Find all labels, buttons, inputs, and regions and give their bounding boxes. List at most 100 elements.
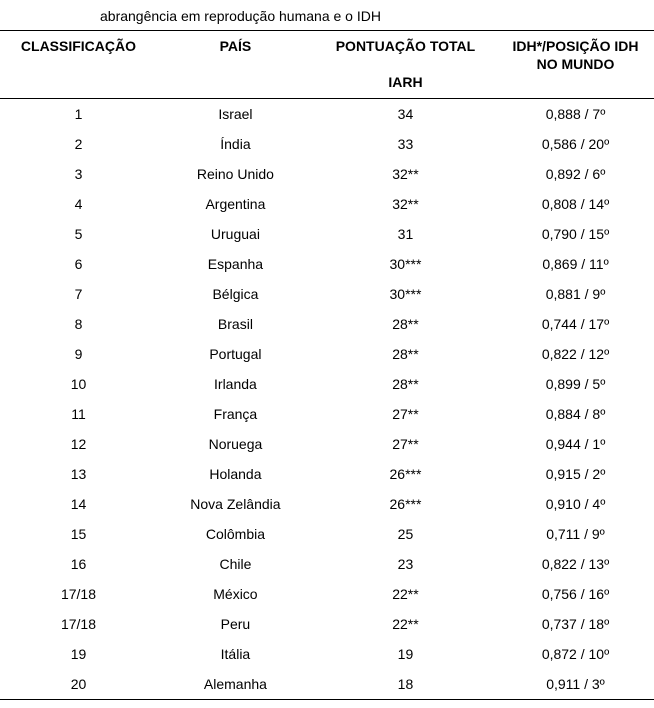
table-cell: 0,881 / 9º [497, 279, 654, 309]
table-cell: 19 [314, 639, 497, 669]
table-row: 11França27**0,884 / 8º [0, 399, 654, 429]
table-row: 10Irlanda28**0,899 / 5º [0, 369, 654, 399]
table-row: 1Israel340,888 / 7º [0, 98, 654, 129]
table-cell: 7 [0, 279, 157, 309]
table-row: 6Espanha30***0,869 / 11º [0, 249, 654, 279]
table-cell: 26*** [314, 489, 497, 519]
table-cell: 26*** [314, 459, 497, 489]
table-cell: 17/18 [0, 579, 157, 609]
table-cell: Peru [157, 609, 314, 639]
col-header-pontuacao-line2: IARH [388, 74, 422, 90]
table-row: 16Chile230,822 / 13º [0, 549, 654, 579]
table-cell: Colômbia [157, 519, 314, 549]
table-cell: Itália [157, 639, 314, 669]
table-cell: 18 [314, 669, 497, 699]
table-cell: 0,944 / 1º [497, 429, 654, 459]
table-cell: 8 [0, 309, 157, 339]
table-cell: 33 [314, 129, 497, 159]
table-cell: 20 [0, 669, 157, 699]
ranking-table: CLASSIFICAÇÃO PAÍS PONTUAÇÃO TOTAL IARH … [0, 30, 654, 699]
table-cell: Reino Unido [157, 159, 314, 189]
table-row: 15Colômbia250,711 / 9º [0, 519, 654, 549]
table-row: 4Argentina32**0,808 / 14º [0, 189, 654, 219]
table-cell: 16 [0, 549, 157, 579]
table-cell: Portugal [157, 339, 314, 369]
table-cell: 9 [0, 339, 157, 369]
table-cell: 0,808 / 14º [497, 189, 654, 219]
table-cell: 19 [0, 639, 157, 669]
table-cell: Noruega [157, 429, 314, 459]
table-cell: 0,869 / 11º [497, 249, 654, 279]
col-header-classificacao: CLASSIFICAÇÃO [0, 31, 157, 99]
table-cell: 30*** [314, 279, 497, 309]
table-row: 7Bélgica30***0,881 / 9º [0, 279, 654, 309]
table-cell: 0,711 / 9º [497, 519, 654, 549]
table-cell: 13 [0, 459, 157, 489]
table-cell: 23 [314, 549, 497, 579]
table-cell: Irlanda [157, 369, 314, 399]
table-cell: Alemanha [157, 669, 314, 699]
table-cell: 27** [314, 429, 497, 459]
table-cell: Uruguai [157, 219, 314, 249]
table-cell: 28** [314, 309, 497, 339]
col-header-pontuacao: PONTUAÇÃO TOTAL IARH [314, 31, 497, 99]
table-cell: 0,822 / 12º [497, 339, 654, 369]
table-cell: 10 [0, 369, 157, 399]
table-cell: 0,915 / 2º [497, 459, 654, 489]
table-cell: 27** [314, 399, 497, 429]
table-cell: 17/18 [0, 609, 157, 639]
table-cell: 5 [0, 219, 157, 249]
table-cell: Brasil [157, 309, 314, 339]
table-cell: 4 [0, 189, 157, 219]
table-cell: Chile [157, 549, 314, 579]
table-cell: 0,737 / 18º [497, 609, 654, 639]
table-cell: 1 [0, 98, 157, 129]
table-cell: 28** [314, 339, 497, 369]
table-cell: 0,899 / 5º [497, 369, 654, 399]
table-cell: 25 [314, 519, 497, 549]
table-row: 8Brasil28**0,744 / 17º [0, 309, 654, 339]
table-cell: 22** [314, 609, 497, 639]
table-cell: 0,790 / 15º [497, 219, 654, 249]
table-row: 2Índia330,586 / 20º [0, 129, 654, 159]
table-cell: 34 [314, 98, 497, 129]
table-cell: 0,586 / 20º [497, 129, 654, 159]
table-cell: Nova Zelândia [157, 489, 314, 519]
table-cell: Espanha [157, 249, 314, 279]
table-cell: Argentina [157, 189, 314, 219]
table-cell: 2 [0, 129, 157, 159]
table-cell: Índia [157, 129, 314, 159]
table-row: 17/18Peru22**0,737 / 18º [0, 609, 654, 639]
table-cell: 31 [314, 219, 497, 249]
table-row: 5Uruguai310,790 / 15º [0, 219, 654, 249]
table-cell: 32** [314, 159, 497, 189]
table-cell: 32** [314, 189, 497, 219]
table-cell: 0,888 / 7º [497, 98, 654, 129]
table-cell: 0,892 / 6º [497, 159, 654, 189]
table-row: 12Noruega27**0,944 / 1º [0, 429, 654, 459]
table-cell: 0,911 / 3º [497, 669, 654, 699]
col-header-pontuacao-line1: PONTUAÇÃO TOTAL [336, 38, 475, 54]
table-cell: 15 [0, 519, 157, 549]
table-cell: 3 [0, 159, 157, 189]
table-cell: 0,872 / 10º [497, 639, 654, 669]
table-cell: 11 [0, 399, 157, 429]
table-header-row: CLASSIFICAÇÃO PAÍS PONTUAÇÃO TOTAL IARH … [0, 31, 654, 99]
table-cell: 0,910 / 4º [497, 489, 654, 519]
table-cell: México [157, 579, 314, 609]
table-caption: abrangência em reprodução humana e o IDH [0, 8, 654, 30]
table-cell: Israel [157, 98, 314, 129]
table-row: 9Portugal28**0,822 / 12º [0, 339, 654, 369]
table-cell: 0,822 / 13º [497, 549, 654, 579]
table-cell: 6 [0, 249, 157, 279]
table-cell: 14 [0, 489, 157, 519]
table-cell: 30*** [314, 249, 497, 279]
table-cell: 0,884 / 8º [497, 399, 654, 429]
table-cell: Bélgica [157, 279, 314, 309]
col-header-pais: PAÍS [157, 31, 314, 99]
table-row: 14Nova Zelândia26***0,910 / 4º [0, 489, 654, 519]
table-cell: França [157, 399, 314, 429]
table-row: 13Holanda26***0,915 / 2º [0, 459, 654, 489]
table-cell: 0,744 / 17º [497, 309, 654, 339]
table-row: 3Reino Unido32**0,892 / 6º [0, 159, 654, 189]
